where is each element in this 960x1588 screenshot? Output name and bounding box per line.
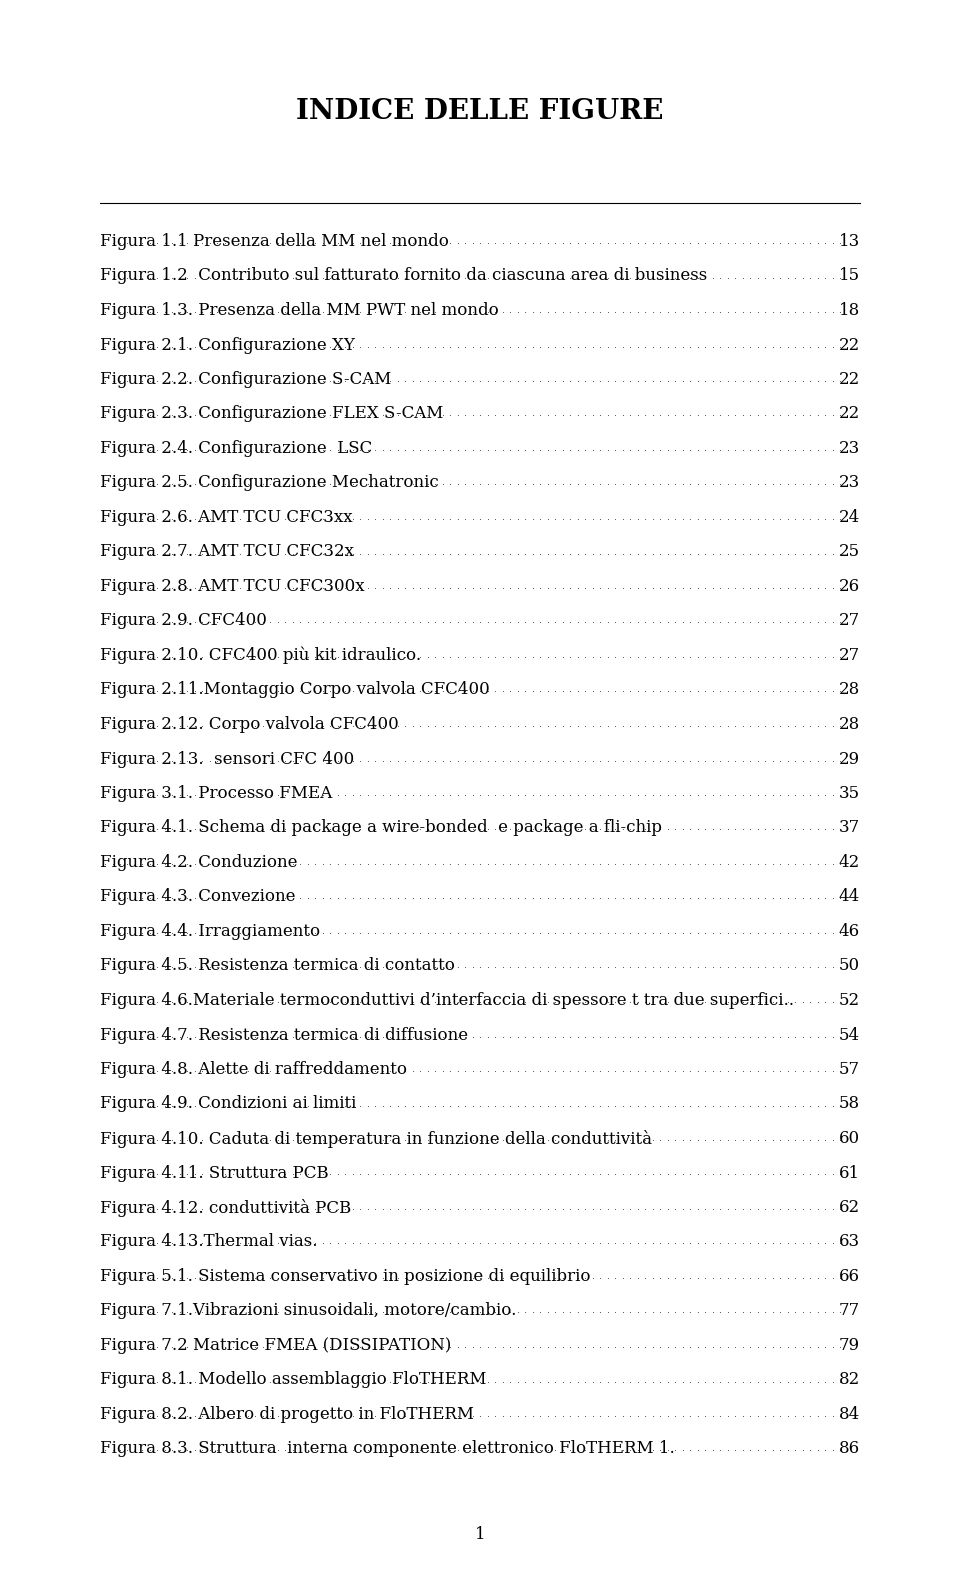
Text: Figura 2.5. Configurazione Mechatronic: Figura 2.5. Configurazione Mechatronic [100,475,439,492]
Text: Figura 7.2 Matrice FMEA (DISSIPATION): Figura 7.2 Matrice FMEA (DISSIPATION) [100,1337,451,1355]
Text: Figura 2.2. Configurazione S-CAM: Figura 2.2. Configurazione S-CAM [100,372,392,387]
Text: Figura 1.1 Presenza della MM nel mondo: Figura 1.1 Presenza della MM nel mondo [100,233,449,249]
Text: 35: 35 [839,784,860,802]
Text: 58: 58 [839,1096,860,1113]
Text: Figura 8.1. Modello assemblaggio FloTHERM: Figura 8.1. Modello assemblaggio FloTHER… [100,1372,487,1388]
Text: 66: 66 [839,1267,860,1285]
Text: Figura 4.13.Thermal vias.: Figura 4.13.Thermal vias. [100,1234,318,1250]
Text: 37: 37 [839,819,860,837]
Text: 28: 28 [839,681,860,699]
Text: Figura 1.3. Presenza della MM PWT nel mondo: Figura 1.3. Presenza della MM PWT nel mo… [100,302,499,319]
Text: 86: 86 [839,1440,860,1458]
Text: Figura 2.4. Configurazione  LSC: Figura 2.4. Configurazione LSC [100,440,372,457]
Text: 18: 18 [839,302,860,319]
Text: 62: 62 [839,1199,860,1216]
Text: 24: 24 [839,510,860,526]
Text: Figura 2.3. Configurazione FLEX S-CAM: Figura 2.3. Configurazione FLEX S-CAM [100,405,444,422]
Text: Figura 4.5. Resistenza termica di contatto: Figura 4.5. Resistenza termica di contat… [100,958,455,975]
Text: 23: 23 [839,440,860,457]
Text: Figura 4.4. Irraggiamento: Figura 4.4. Irraggiamento [100,923,320,940]
Text: Figura 4.9. Condizioni ai limiti: Figura 4.9. Condizioni ai limiti [100,1096,356,1113]
Text: Figura 2.13.  sensori CFC 400: Figura 2.13. sensori CFC 400 [100,751,354,767]
Text: 29: 29 [839,751,860,767]
Text: 23: 23 [839,475,860,492]
Text: Figura 4.8. Alette di raffreddamento: Figura 4.8. Alette di raffreddamento [100,1061,407,1078]
Text: 22: 22 [839,405,860,422]
Text: Figura 4.6.Materiale termoconduttivi d’interfaccia di spessore t tra due superfi: Figura 4.6.Materiale termoconduttivi d’i… [100,992,794,1008]
Text: 15: 15 [839,267,860,284]
Text: INDICE DELLE FIGURE: INDICE DELLE FIGURE [297,98,663,125]
Text: 27: 27 [839,613,860,629]
Text: Figura 4.10. Caduta di temperatura in funzione della conduttività: Figura 4.10. Caduta di temperatura in fu… [100,1131,652,1148]
Text: 52: 52 [839,992,860,1008]
Text: 84: 84 [839,1405,860,1423]
Text: Figura 2.11.Montaggio Corpo valvola CFC400: Figura 2.11.Montaggio Corpo valvola CFC4… [100,681,490,699]
Text: Figura 4.11. Struttura PCB: Figura 4.11. Struttura PCB [100,1164,328,1181]
Text: 79: 79 [839,1337,860,1355]
Text: 27: 27 [839,646,860,664]
Text: 57: 57 [839,1061,860,1078]
Text: 54: 54 [839,1026,860,1043]
Text: 60: 60 [839,1131,860,1147]
Text: 46: 46 [839,923,860,940]
Text: Figura 2.8. AMT TCU CFC300x: Figura 2.8. AMT TCU CFC300x [100,578,365,596]
Text: 26: 26 [839,578,860,596]
Text: Figura 8.3. Struttura  interna componente elettronico FloTHERM 1.: Figura 8.3. Struttura interna componente… [100,1440,675,1458]
Text: Figura 2.10. CFC400 più kit idraulico.: Figura 2.10. CFC400 più kit idraulico. [100,646,421,664]
Text: 1: 1 [474,1526,486,1544]
Text: 44: 44 [839,889,860,905]
Text: 50: 50 [839,958,860,975]
Text: 22: 22 [839,372,860,387]
Text: Figura 4.3. Convezione: Figura 4.3. Convezione [100,889,296,905]
Text: Figura 7.1.Vibrazioni sinusoidali, motore/cambio.: Figura 7.1.Vibrazioni sinusoidali, motor… [100,1302,516,1320]
Text: Figura 4.1. Schema di package a wire-bonded  e package a fli-chip: Figura 4.1. Schema di package a wire-bon… [100,819,662,837]
Text: 82: 82 [839,1372,860,1388]
Text: Figura 8.2. Albero di progetto in FloTHERM: Figura 8.2. Albero di progetto in FloTHE… [100,1405,474,1423]
Text: 13: 13 [839,233,860,249]
Text: Figura 4.7. Resistenza termica di diffusione: Figura 4.7. Resistenza termica di diffus… [100,1026,468,1043]
Text: Figura 4.2. Conduzione: Figura 4.2. Conduzione [100,854,298,870]
Text: 63: 63 [839,1234,860,1250]
Text: 28: 28 [839,716,860,734]
Text: Figura 5.1. Sistema conservativo in posizione di equilibrio: Figura 5.1. Sistema conservativo in posi… [100,1267,590,1285]
Text: 22: 22 [839,337,860,354]
Text: Figura 1.2  Contributo sul fatturato fornito da ciascuna area di business: Figura 1.2 Contributo sul fatturato forn… [100,267,708,284]
Text: Figura 3.1. Processo FMEA: Figura 3.1. Processo FMEA [100,784,332,802]
Text: 42: 42 [839,854,860,870]
Text: Figura 2.7. AMT TCU CFC32x: Figura 2.7. AMT TCU CFC32x [100,543,354,561]
Text: Figura 2.12. Corpo valvola CFC400: Figura 2.12. Corpo valvola CFC400 [100,716,398,734]
Text: 25: 25 [839,543,860,561]
Text: Figura 2.9. CFC400: Figura 2.9. CFC400 [100,613,267,629]
Text: 61: 61 [839,1164,860,1181]
Text: Figura 2.1. Configurazione XY: Figura 2.1. Configurazione XY [100,337,355,354]
Text: Figura 4.12. conduttività PCB: Figura 4.12. conduttività PCB [100,1199,351,1216]
Text: Figura 2.6. AMT TCU CFC3xx: Figura 2.6. AMT TCU CFC3xx [100,510,352,526]
Text: 77: 77 [839,1302,860,1320]
